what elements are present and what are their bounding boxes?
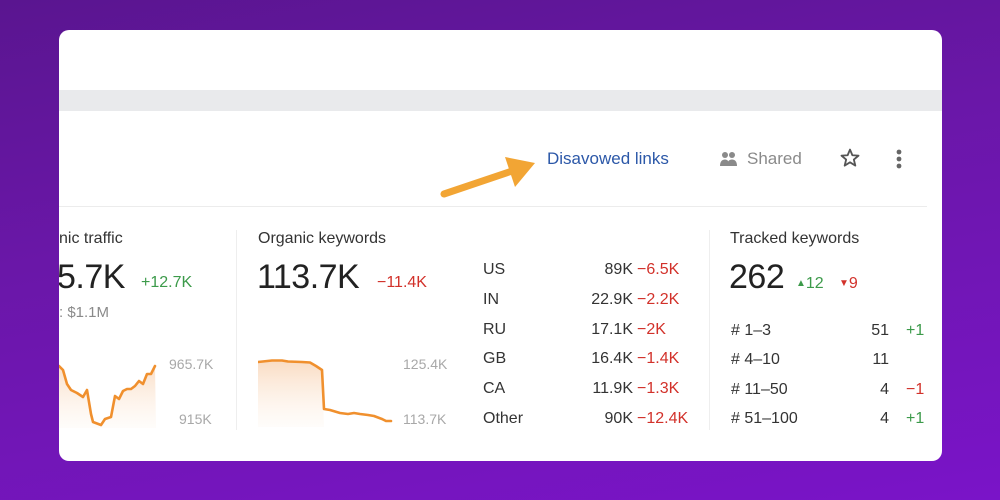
country-row-us[interactable]: US 89K −6.5K bbox=[483, 261, 693, 281]
country-value: 16.4K bbox=[591, 350, 633, 367]
country-delta: −2.2K bbox=[637, 291, 680, 308]
tracked-keywords-down: ▼9 bbox=[839, 275, 858, 292]
country-value: 89K bbox=[604, 261, 633, 278]
country-row-other[interactable]: Other 90K −12.4K bbox=[483, 410, 693, 430]
position-count: 51 bbox=[871, 322, 889, 339]
panel-divider bbox=[709, 230, 710, 430]
country-row-ru[interactable]: RU 17.1K −2K bbox=[483, 321, 693, 341]
tracked-keywords-up: ▲12 bbox=[796, 275, 824, 292]
tracked-row[interactable]: # 11–50 4 −1 bbox=[731, 381, 931, 401]
arrow-pointer-icon bbox=[439, 155, 539, 200]
country-delta: −2K bbox=[637, 321, 666, 338]
dashboard-card: Disavowed links Shared bbox=[59, 30, 942, 461]
country-code: CA bbox=[483, 380, 506, 397]
organic-traffic-delta: +12.7K bbox=[141, 274, 193, 291]
shared-button[interactable]: Shared bbox=[719, 148, 802, 170]
country-value: 90K bbox=[604, 410, 633, 427]
triangle-up-icon: ▲ bbox=[796, 278, 806, 289]
organic-traffic-sparkline bbox=[59, 356, 159, 428]
triangle-down-icon: ▼ bbox=[839, 278, 849, 289]
position-range: # 1–3 bbox=[731, 322, 772, 339]
more-vertical-icon[interactable] bbox=[893, 147, 905, 171]
position-delta: −1 bbox=[906, 381, 925, 398]
organic-keywords-value: 113.7K bbox=[257, 258, 360, 296]
panel-divider bbox=[236, 230, 237, 430]
tracked-keywords-value: 262 bbox=[729, 258, 785, 296]
position-delta: +1 bbox=[906, 410, 925, 427]
traffic-axis-max: 965.7K bbox=[169, 356, 214, 372]
country-row-ca[interactable]: CA 11.9K −1.3K bbox=[483, 380, 693, 400]
country-delta: −1.3K bbox=[637, 380, 680, 397]
header-actions: Disavowed links Shared bbox=[59, 142, 942, 178]
toolbar-band bbox=[59, 90, 942, 111]
country-delta: −6.5K bbox=[637, 261, 680, 278]
tracked-row[interactable]: # 1–3 51 +1 bbox=[731, 322, 931, 342]
position-count: 4 bbox=[880, 410, 889, 427]
organic-traffic-value: 5.7K bbox=[59, 258, 125, 296]
organic-keywords-sparkline bbox=[258, 357, 393, 427]
tracked-row[interactable]: # 4–10 11 bbox=[731, 351, 931, 371]
keywords-axis-min: 113.7K bbox=[403, 411, 447, 427]
country-code: Other bbox=[483, 410, 524, 427]
disavowed-links-link[interactable]: Disavowed links bbox=[547, 149, 669, 168]
country-row-in[interactable]: IN 22.9K −2.2K bbox=[483, 291, 693, 311]
position-delta: +1 bbox=[906, 322, 925, 339]
country-delta: −1.4K bbox=[637, 350, 680, 367]
organic-traffic-title: nic traffic bbox=[59, 230, 123, 247]
traffic-value-label: : $1.1M bbox=[59, 304, 110, 321]
position-count: 11 bbox=[872, 351, 889, 368]
country-value: 11.9K bbox=[592, 380, 633, 397]
country-code: IN bbox=[483, 291, 499, 308]
traffic-axis-min: 915K bbox=[179, 411, 212, 427]
shared-label: Shared bbox=[747, 149, 802, 168]
country-code: GB bbox=[483, 350, 507, 367]
position-range: # 51–100 bbox=[731, 410, 798, 427]
country-row-gb[interactable]: GB 16.4K −1.4K bbox=[483, 350, 693, 370]
people-icon bbox=[719, 151, 739, 167]
country-code: US bbox=[483, 261, 506, 278]
country-value: 17.1K bbox=[591, 321, 633, 338]
keywords-axis-max: 125.4K bbox=[403, 356, 448, 372]
tracked-row[interactable]: # 51–100 4 +1 bbox=[731, 410, 931, 430]
header-divider bbox=[59, 206, 927, 207]
position-range: # 11–50 bbox=[731, 381, 788, 398]
star-icon[interactable] bbox=[839, 147, 861, 169]
position-count: 4 bbox=[880, 381, 889, 398]
country-code: RU bbox=[483, 321, 507, 338]
organic-keywords-delta: −11.4K bbox=[377, 274, 427, 291]
country-delta: −12.4K bbox=[637, 410, 689, 427]
position-range: # 4–10 bbox=[731, 351, 780, 368]
tracked-keywords-title: Tracked keywords bbox=[730, 230, 860, 247]
organic-keywords-title: Organic keywords bbox=[258, 230, 387, 247]
country-value: 22.9K bbox=[591, 291, 633, 308]
